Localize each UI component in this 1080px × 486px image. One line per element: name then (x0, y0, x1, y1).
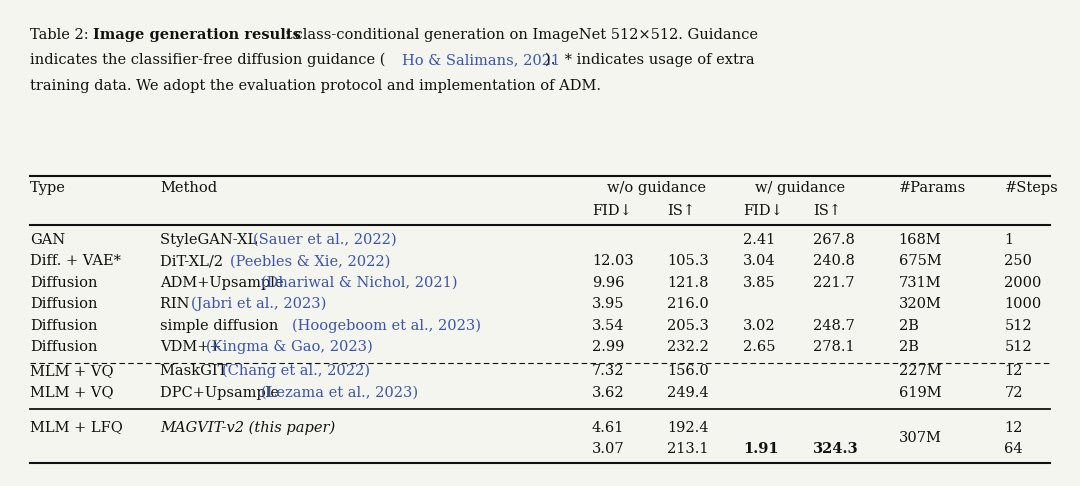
Text: 320M: 320M (899, 297, 942, 311)
Text: #Steps: #Steps (1004, 181, 1058, 195)
Text: ADM+Upsample: ADM+Upsample (160, 276, 288, 290)
Text: (Jabri et al., 2023): (Jabri et al., 2023) (191, 297, 326, 311)
Text: 250: 250 (1004, 254, 1032, 268)
Text: 64: 64 (1004, 442, 1023, 456)
Text: 3.07: 3.07 (592, 442, 624, 456)
Text: 3.54: 3.54 (592, 318, 624, 332)
Text: StyleGAN-XL: StyleGAN-XL (160, 233, 261, 247)
Text: 3.62: 3.62 (592, 385, 624, 399)
Text: Diffusion: Diffusion (30, 276, 98, 290)
Text: 2B: 2B (899, 318, 918, 332)
Text: 512: 512 (1004, 318, 1032, 332)
Text: 3.04: 3.04 (743, 254, 775, 268)
Text: 619M: 619M (899, 385, 941, 399)
Text: 4.61: 4.61 (592, 420, 624, 434)
Text: 240.8: 240.8 (813, 254, 855, 268)
Text: training data. We adopt the evaluation protocol and implementation of ADM.: training data. We adopt the evaluation p… (30, 79, 602, 93)
Text: Image generation results: Image generation results (93, 28, 300, 42)
Text: w/ guidance: w/ guidance (755, 181, 845, 195)
Text: Type: Type (30, 181, 66, 195)
Text: 2.41: 2.41 (743, 233, 775, 247)
Text: MLM + LFQ: MLM + LFQ (30, 420, 123, 434)
Text: 2.99: 2.99 (592, 340, 624, 354)
Text: (Dhariwal & Nichol, 2021): (Dhariwal & Nichol, 2021) (261, 276, 458, 290)
Text: Table 2:: Table 2: (30, 28, 94, 42)
Text: 307M: 307M (899, 431, 942, 445)
Text: 3.95: 3.95 (592, 297, 624, 311)
Text: 216.0: 216.0 (667, 297, 710, 311)
Text: 12.03: 12.03 (592, 254, 634, 268)
Text: IS↑: IS↑ (813, 204, 841, 218)
Text: #Params: #Params (899, 181, 966, 195)
Text: DPC+Upsample: DPC+Upsample (160, 385, 283, 399)
Text: 156.0: 156.0 (667, 364, 710, 378)
Text: 512: 512 (1004, 340, 1032, 354)
Text: 248.7: 248.7 (813, 318, 855, 332)
Text: 205.3: 205.3 (667, 318, 710, 332)
Text: : class-conditional generation on ImageNet 512×512. Guidance: : class-conditional generation on ImageN… (285, 28, 758, 42)
Text: 2000: 2000 (1004, 276, 1042, 290)
Text: Diffusion: Diffusion (30, 318, 98, 332)
Text: MaskGIT: MaskGIT (160, 364, 232, 378)
Text: 105.3: 105.3 (667, 254, 710, 268)
Text: Diffusion: Diffusion (30, 297, 98, 311)
Text: 12: 12 (1004, 420, 1023, 434)
Text: 7.32: 7.32 (592, 364, 624, 378)
Text: MLM + VQ: MLM + VQ (30, 364, 113, 378)
Text: (Chang et al., 2022): (Chang et al., 2022) (222, 364, 370, 378)
Text: FID↓: FID↓ (592, 204, 632, 218)
Text: 232.2: 232.2 (667, 340, 710, 354)
Text: Method: Method (160, 181, 217, 195)
Text: 278.1: 278.1 (813, 340, 855, 354)
Text: 3.85: 3.85 (743, 276, 775, 290)
Text: simple diffusion: simple diffusion (160, 318, 283, 332)
Text: 2.65: 2.65 (743, 340, 775, 354)
Text: 192.4: 192.4 (667, 420, 708, 434)
Text: (Hoogeboom et al., 2023): (Hoogeboom et al., 2023) (292, 318, 481, 332)
Text: 1000: 1000 (1004, 297, 1041, 311)
Text: (Peebles & Xie, 2022): (Peebles & Xie, 2022) (230, 254, 390, 268)
Text: MLM + VQ: MLM + VQ (30, 385, 113, 399)
Text: Diff. + VAE*: Diff. + VAE* (30, 254, 121, 268)
Text: (Kingma & Gao, 2023): (Kingma & Gao, 2023) (206, 340, 374, 354)
Text: RIN: RIN (160, 297, 194, 311)
Text: 3.02: 3.02 (743, 318, 775, 332)
Text: GAN: GAN (30, 233, 66, 247)
Text: IS↑: IS↑ (667, 204, 696, 218)
Text: 121.8: 121.8 (667, 276, 708, 290)
Text: 9.96: 9.96 (592, 276, 624, 290)
Text: 72: 72 (1004, 385, 1023, 399)
Text: VDM++: VDM++ (160, 340, 226, 354)
Text: 675M: 675M (899, 254, 942, 268)
Text: 1: 1 (1004, 233, 1013, 247)
Text: 1.91: 1.91 (743, 442, 779, 456)
Text: (Sauer et al., 2022): (Sauer et al., 2022) (253, 233, 396, 247)
Text: 227M: 227M (899, 364, 941, 378)
Text: DiT-XL/2: DiT-XL/2 (160, 254, 228, 268)
Text: 324.3: 324.3 (813, 442, 859, 456)
Text: 213.1: 213.1 (667, 442, 708, 456)
Text: w/o guidance: w/o guidance (607, 181, 706, 195)
Text: 249.4: 249.4 (667, 385, 710, 399)
Text: (Lezama et al., 2023): (Lezama et al., 2023) (261, 385, 418, 399)
Text: FID↓: FID↓ (743, 204, 783, 218)
Text: 168M: 168M (899, 233, 942, 247)
Text: ).  * indicates usage of extra: ). * indicates usage of extra (545, 53, 755, 67)
Text: 731M: 731M (899, 276, 941, 290)
Text: 221.7: 221.7 (813, 276, 854, 290)
Text: indicates the classifier-free diffusion guidance (: indicates the classifier-free diffusion … (30, 53, 386, 67)
Text: 12: 12 (1004, 364, 1023, 378)
Text: MAGVIT-v2 (this paper): MAGVIT-v2 (this paper) (160, 420, 335, 434)
Text: 267.8: 267.8 (813, 233, 855, 247)
Text: Ho & Salimans, 2021: Ho & Salimans, 2021 (402, 53, 559, 67)
Text: 2B: 2B (899, 340, 918, 354)
Text: Diffusion: Diffusion (30, 340, 98, 354)
